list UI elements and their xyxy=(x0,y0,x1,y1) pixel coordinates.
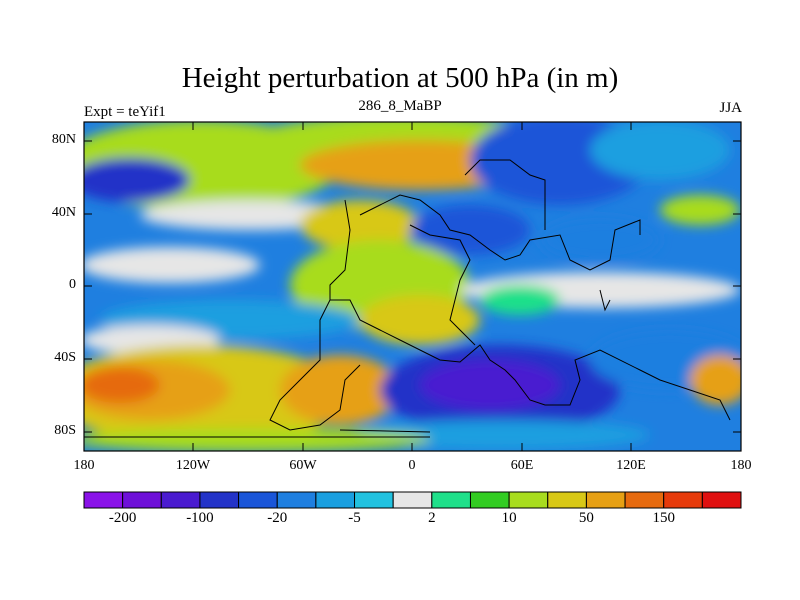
y-tick-label: 40N xyxy=(51,205,76,220)
y-tick-label: 0 xyxy=(69,277,76,292)
colorbar-swatch xyxy=(160,491,201,509)
x-tick-label: 0 xyxy=(408,458,416,473)
colorbar-swatch xyxy=(83,491,124,509)
colorbar-label: 50 xyxy=(578,510,594,526)
colorbar-swatch xyxy=(663,491,703,509)
axis-ticks xyxy=(84,122,741,451)
contour-field xyxy=(84,122,741,451)
x-tick-label: 60W xyxy=(289,458,317,473)
colorbar-swatch xyxy=(701,491,742,509)
experiment-label: Expt = teYif1 xyxy=(84,104,166,120)
y-tick-label: 80S xyxy=(54,423,76,438)
colorbar-swatch xyxy=(392,491,433,509)
colorbar-label: -200 xyxy=(108,510,137,526)
colorbar-swatch xyxy=(469,491,510,509)
colorbar-swatch xyxy=(431,491,471,509)
colorbar-swatch xyxy=(199,491,240,509)
colorbar-label: -100 xyxy=(186,510,214,526)
colorbar-label: 10 xyxy=(501,510,517,526)
colorbar-label: -20 xyxy=(267,510,288,526)
colorbar xyxy=(83,491,742,509)
x-tick-label: 60E xyxy=(510,458,534,473)
colorbar-swatch xyxy=(122,491,162,509)
colorbar-label: 2 xyxy=(428,510,436,526)
x-tick-label: 180 xyxy=(73,458,95,473)
colorbar-swatch xyxy=(508,491,549,509)
y-tick-label: 40S xyxy=(54,350,76,365)
x-tick-label: 120W xyxy=(175,458,211,473)
season-label: JJA xyxy=(719,100,742,116)
colorbar-swatch xyxy=(585,491,626,509)
colorbar-swatch xyxy=(315,491,356,509)
y-tick-label: 80N xyxy=(51,132,76,147)
period-label: 286_8_MaBP xyxy=(358,98,442,114)
colorbar-swatch xyxy=(238,491,278,509)
colorbar-swatch xyxy=(624,491,665,509)
colorbar-label: 150 xyxy=(652,510,675,526)
colorbar-swatch xyxy=(547,491,587,509)
figure-title: Height perturbation at 500 hPa (in m) xyxy=(181,62,619,94)
x-tick-label: 180 xyxy=(730,458,752,473)
colorbar-swatch xyxy=(276,491,317,509)
colorbar-swatch xyxy=(354,491,394,509)
x-tick-label: 120E xyxy=(616,458,646,473)
colorbar-label: -5 xyxy=(348,510,361,526)
coastlines xyxy=(84,159,731,438)
